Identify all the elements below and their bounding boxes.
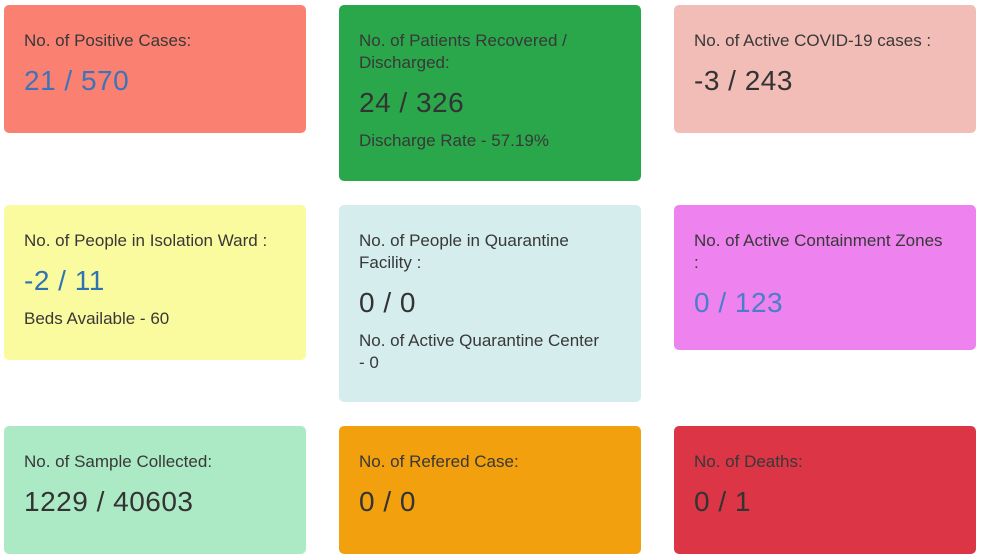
card-title: No. of Active Containment Zones : [694,231,943,273]
stat-card-sample-collected: No. of Sample Collected: 1229 / 40603 [4,425,306,554]
stat-card-refered-case: No. of Refered Case: 0 / 0 [339,425,641,554]
card-subtext: Discharge Rate - 57.19% [359,130,549,150]
stat-card-recovered-discharged: No. of Patients Recovered / Discharged: … [339,5,641,181]
card-value: 0 / 1 [694,486,751,518]
card-subtext: No. of Active Quarantine Center - 0 [359,330,600,372]
card-value: 24 / 326 [359,87,465,119]
card-subtext: Beds Available - 60 [24,308,170,328]
card-title: No. of People in Quarantine Facility : [359,231,569,273]
card-value: -2 / 11 [24,265,105,297]
card-title: No. of Refered Case: [359,451,519,471]
card-value: -3 / 243 [694,65,793,97]
card-title: No. of Active COVID-19 cases : [694,31,932,50]
card-value: 1229 / 40603 [24,486,194,518]
stat-card-active-cases: No. of Active COVID-19 cases : -3 / 243 [674,5,976,133]
stat-card-positive-cases: No. of Positive Cases: 21 / 570 [4,5,306,133]
card-title: No. of Sample Collected: [24,451,213,471]
stat-card-deaths: No. of Deaths: 0 / 1 [674,425,976,554]
card-value: 0 / 123 [694,287,784,319]
card-title: No. of Positive Cases: [24,31,192,50]
stat-card-containment-zones: No. of Active Containment Zones : 0 / 12… [674,205,976,350]
stat-card-quarantine-facility: No. of People in Quarantine Facility : 0… [339,205,641,402]
card-value: 0 / 0 [359,287,416,319]
stat-card-isolation-ward: No. of People in Isolation Ward : -2 / 1… [4,205,306,360]
card-title: No. of People in Isolation Ward : [24,231,268,250]
card-value: 21 / 570 [24,65,130,97]
card-title: No. of Deaths: [694,451,803,471]
card-value: 0 / 0 [359,486,416,518]
card-title: No. of Patients Recovered / Discharged: [359,31,567,73]
